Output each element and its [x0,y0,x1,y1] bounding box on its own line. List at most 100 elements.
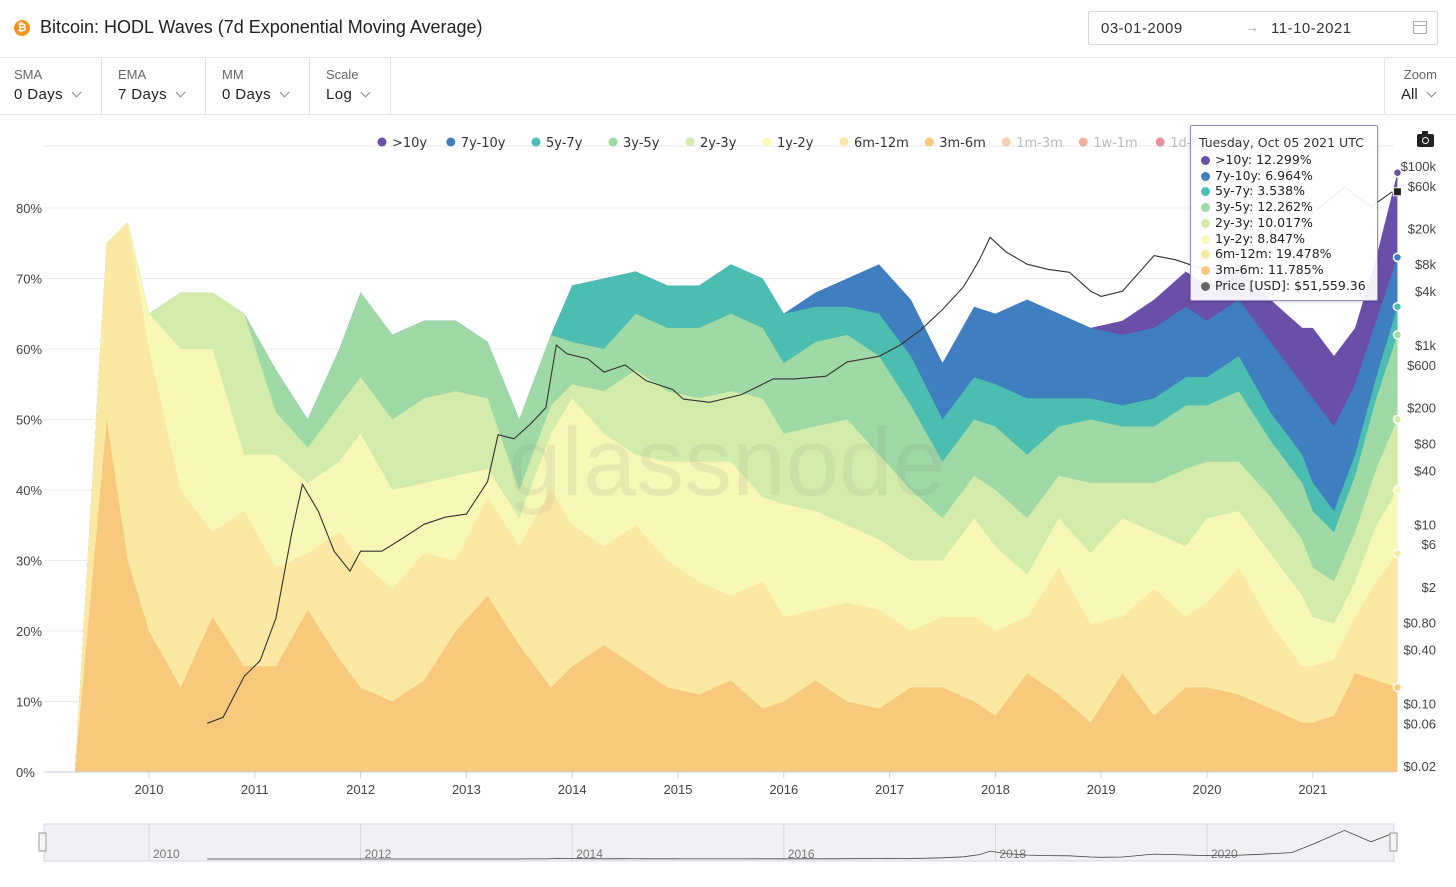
legend[interactable]: >10y 7y-10y 5y-7y 3y-5y 2y-3y 1y-2y 6m-12m 3m-6… [377,136,1211,151]
y-tick-label-right: $40 [1414,463,1436,478]
legend-label: 3m-6m [939,136,986,151]
legend-item-7y-10y[interactable]: 7y-10y [446,136,506,151]
start-date-input[interactable]: 03-01-2009 [1101,20,1183,37]
legend-label: >10y [392,136,427,151]
calendar-icon[interactable] [1413,21,1427,34]
tooltip-dot [1201,250,1210,260]
y-tick-label: 40% [16,483,42,498]
legend-dot [531,137,541,147]
legend-item-1y-2y[interactable]: 1y-2y [762,136,814,151]
zoom-select[interactable]: Zoom All [1384,57,1456,114]
legend-item-10y[interactable]: >10y [377,136,428,151]
navigator-tick-label: 2020 [1211,847,1238,861]
marker [1392,414,1403,425]
tooltip-row: 3m-6m: 11.785% [1201,262,1324,277]
scale-select[interactable]: Scale Log [310,57,391,114]
y-tick-label: 70% [16,272,42,287]
camera-icon[interactable] [1417,131,1434,147]
tooltip-row: 2y-3y: 10.017% [1201,215,1313,230]
tooltip-row: 1y-2y: 8.847% [1201,231,1305,246]
x-tick-label: 2013 [452,782,481,797]
chevron-down-icon [360,87,371,98]
hodl-waves-chart[interactable]: glassnode 80% 70% 60% 50% 40% 30% 20% 10% 0% $10… [0,115,1456,887]
watermark: glassnode [508,409,946,516]
y-tick-label: 10% [16,695,42,710]
tooltip-value: 8.847% [1257,230,1305,246]
tooltip-row: 7y-10y: 6.964% [1201,168,1313,183]
marker [1392,330,1403,340]
zoom-value: All [1401,86,1418,103]
legend-label: 1w-1m [1093,136,1138,151]
legend-dot [839,137,849,147]
x-tick-label: 2015 [664,782,693,797]
y-tick-label-right: $10 [1414,517,1436,532]
x-tick-label: 2019 [1087,782,1116,797]
header: ₿ Bitcoin: HODL Waves (7d Exponential Mo… [0,0,1456,58]
legend-dot [608,137,618,147]
scale-label: Scale [326,67,359,82]
chevron-down-icon [279,87,290,98]
marker [1392,682,1403,693]
tooltip-row: Price [USD]: $51,559.36 [1201,278,1366,293]
end-date-input[interactable]: 11-10-2021 [1271,20,1352,37]
chevron-down-icon [1426,87,1437,98]
x-tick-label: 2017 [875,782,904,797]
legend-label: 7y-10y [461,136,506,151]
y-tick-label: 0% [16,765,35,780]
x-tick-label: 2014 [558,782,587,797]
y-tick-label-right: $4k [1415,284,1436,299]
tooltip-value: 6.964% [1265,167,1313,183]
y-axis-right: $100k $60k $20k $8k $4k $1k $600 $200 $80 $40 $10 $… [1401,159,1437,774]
bitcoin-icon: ₿ [14,20,30,36]
legend-dot [446,137,456,147]
legend-item-2y-3y[interactable]: 2y-3y [685,136,737,151]
ema-select[interactable]: EMA 7 Days [102,57,206,114]
y-tick-label-right: $20k [1408,222,1437,237]
x-tick-label: 2020 [1193,782,1222,797]
legend-item-6m-12m[interactable]: 6m-12m [839,136,909,151]
sma-select[interactable]: SMA 0 Days [0,57,102,114]
tooltip-dot [1201,171,1210,181]
marker [1392,252,1403,263]
legend-item-1w-1m[interactable]: 1w-1m [1078,136,1138,151]
price-marker [1392,187,1402,197]
chart-title: Bitcoin: HODL Waves (7d Exponential Movi… [40,17,483,37]
mm-label: MM [222,67,244,82]
tooltip-value: 10.017% [1257,214,1313,230]
navigator-tick-label: 2012 [365,847,392,861]
tooltip-dot [1201,265,1210,275]
tooltip-row: 6m-12m: 19.478% [1201,246,1332,261]
mm-select[interactable]: MM 0 Days [206,57,310,114]
arrow-right-icon: → [1245,19,1259,35]
tooltip-value: 19.478% [1275,246,1332,262]
marker [1392,301,1403,312]
divider [0,114,1456,115]
x-tick-label: 2010 [135,782,164,797]
y-tick-label-right: $0.10 [1403,696,1436,711]
y-tick-label-right: $80 [1414,436,1436,451]
legend-item-3y-5y[interactable]: 3y-5y [608,136,660,151]
marker [1392,485,1403,495]
y-tick-label-right: $0.80 [1403,616,1436,631]
mm-value: 0 Days [222,86,272,103]
legend-dot [1078,137,1088,147]
date-range-picker[interactable]: 03-01-2009 → 11-10-2021 [1088,11,1438,45]
price-series [207,186,1393,724]
tooltip-value: $51,559.36 [1294,277,1366,293]
marker [1392,548,1403,559]
legend-dot [1155,137,1165,147]
y-tick-label: 60% [16,342,42,357]
tooltip-header: Tuesday, Oct 05 2021 UTC [1199,135,1364,150]
y-tick-label-right: $1k [1415,338,1436,353]
tooltip-label: 3m-6m: [1215,261,1268,277]
scale-value: Log [326,86,353,103]
tooltip-row: >10y: 12.299% [1201,152,1312,167]
y-tick-label-right: $0.06 [1403,716,1436,731]
navigator[interactable]: 2010 2012 2014 2016 2018 2020 [38,823,1398,862]
legend-item-1m-3m[interactable]: 1m-3m [1001,136,1063,151]
legend-item-3m-6m[interactable]: 3m-6m [924,136,986,151]
area-series [74,172,1398,773]
legend-item-5y-7y[interactable]: 5y-7y [531,136,583,151]
x-tick-label: 2018 [981,782,1010,797]
y-tick-label-right: $100k [1401,159,1437,174]
